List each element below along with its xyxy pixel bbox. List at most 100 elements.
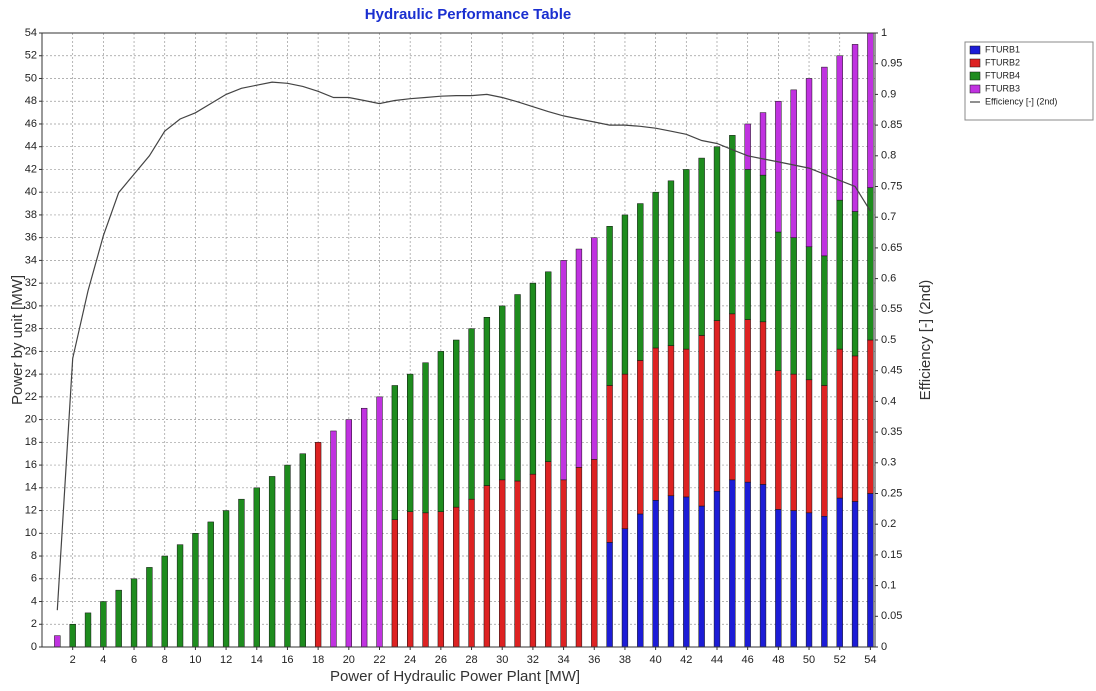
bar-segment — [422, 362, 429, 514]
bar-segment — [207, 521, 214, 648]
x-tick-label: 10 — [189, 654, 201, 666]
bar-segment — [514, 480, 521, 648]
y-tick-label: 6 — [31, 573, 37, 585]
x-tick-label: 22 — [373, 654, 385, 666]
bar-segment — [637, 203, 644, 361]
y-tick-label: 46 — [25, 118, 37, 130]
bar-segment — [683, 348, 690, 498]
bar-segment — [836, 497, 843, 648]
bar-segment — [637, 360, 644, 515]
bar-segment — [821, 385, 828, 517]
bar-segment — [744, 481, 751, 648]
legend-label: FTURB1 — [985, 44, 1020, 54]
y2-tick-label: 0.05 — [881, 610, 902, 622]
bar-segment — [805, 246, 813, 381]
bar-segment — [314, 442, 322, 648]
x-tick-label: 42 — [680, 654, 692, 666]
y-tick-label: 22 — [25, 391, 37, 403]
bar-segment — [744, 123, 751, 170]
bar-segment — [652, 500, 659, 648]
bar-segment — [621, 528, 629, 648]
y2-tick-label: 1 — [881, 27, 887, 39]
bar-segment — [867, 339, 874, 494]
bar-segment — [591, 237, 598, 460]
bar-segment — [759, 321, 767, 485]
bar-segment — [176, 544, 184, 648]
bar-segment — [729, 135, 736, 315]
bar-segment — [468, 328, 475, 500]
bar-segment — [437, 511, 445, 648]
bar-segment — [69, 624, 76, 648]
y-tick-label: 26 — [25, 345, 37, 357]
bar-segment — [867, 32, 874, 188]
bar-segment — [713, 146, 721, 321]
bar-segment — [621, 214, 629, 375]
bar-segment — [775, 231, 782, 371]
bar-segment — [667, 345, 675, 497]
x-tick-label: 4 — [100, 654, 106, 666]
bar-segment — [345, 419, 352, 648]
y-tick-label: 34 — [25, 254, 37, 266]
y-tick-label: 24 — [25, 368, 37, 380]
y2-tick-label: 0.3 — [881, 457, 896, 469]
bar-segment — [545, 271, 552, 462]
y-tick-label: 32 — [25, 277, 37, 289]
y2-tick-label: 0.5 — [881, 334, 896, 346]
legend-label: FTURB4 — [985, 70, 1020, 80]
legend-label: Efficiency [-] (2nd) — [985, 96, 1057, 106]
x-tick-label: 48 — [772, 654, 784, 666]
y-tick-label: 28 — [25, 323, 37, 335]
y-tick-label: 48 — [25, 95, 37, 107]
legend-swatch — [969, 71, 981, 81]
bar-segment — [652, 347, 659, 501]
bar-segment — [698, 505, 705, 648]
y-tick-label: 54 — [25, 27, 37, 39]
plot-frame — [41, 32, 876, 648]
bar-segment — [453, 339, 460, 508]
y2-tick-label: 0.45 — [881, 365, 902, 377]
bar-segment — [284, 464, 291, 648]
bar-segment — [529, 282, 537, 475]
y-tick-label: 2 — [31, 618, 37, 630]
bar-segment — [499, 305, 506, 481]
bar-segment — [713, 490, 721, 648]
y-tick-label: 20 — [25, 413, 37, 425]
bar-segment — [775, 100, 782, 233]
bar-segment — [360, 407, 368, 648]
x-tick-label: 52 — [834, 654, 846, 666]
bar-segment — [376, 396, 383, 648]
x-tick-label: 36 — [588, 654, 600, 666]
bar-segment — [698, 157, 705, 336]
y-tick-label: 0 — [31, 641, 37, 653]
y2-tick-label: 0.4 — [881, 395, 896, 407]
bar-segment — [790, 510, 797, 648]
bar-segment — [821, 255, 828, 386]
bar-segment — [713, 320, 721, 492]
x-tick-label: 54 — [864, 654, 876, 666]
y-tick-label: 40 — [25, 186, 37, 198]
bar-segment — [836, 199, 843, 350]
bar-segment — [560, 479, 567, 648]
bar-segment — [499, 479, 506, 648]
x-tick-label: 8 — [162, 654, 168, 666]
x-tick-label: 14 — [251, 654, 263, 666]
bar-segment — [161, 555, 168, 648]
bar-segment — [560, 260, 567, 481]
x-tick-label: 26 — [435, 654, 447, 666]
y2-tick-label: 0.85 — [881, 119, 902, 131]
y2-tick-label: 0 — [881, 641, 887, 653]
bar-segment — [468, 498, 475, 648]
x-tick-label: 12 — [220, 654, 232, 666]
bar-segment — [483, 485, 491, 648]
x-tick-label: 20 — [343, 654, 355, 666]
bar-segment — [805, 78, 813, 248]
bar-segment — [391, 385, 399, 520]
bar-segment — [253, 487, 260, 648]
bar-segment — [744, 319, 751, 483]
bar-segment — [222, 510, 230, 648]
bar-segment — [851, 44, 859, 212]
bar-segment — [836, 348, 843, 499]
y-tick-label: 16 — [25, 459, 37, 471]
y-tick-label: 30 — [25, 300, 37, 312]
y2-tick-label: 0.55 — [881, 303, 902, 315]
